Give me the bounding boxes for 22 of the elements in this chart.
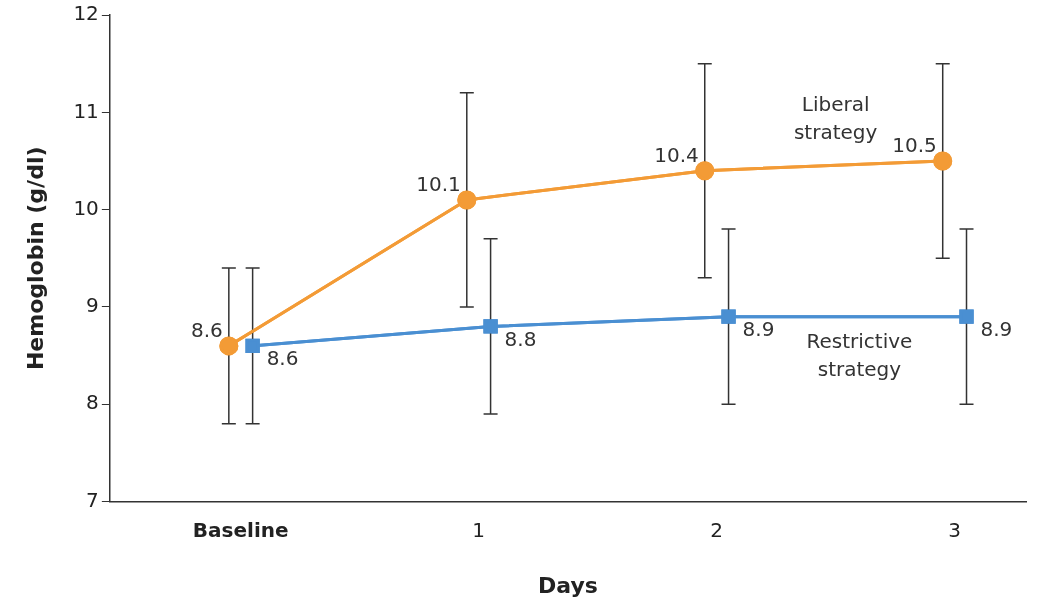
data-label: 10.5 <box>892 133 937 158</box>
y-tick-label: 12 <box>73 1 99 26</box>
x-tick-label: Baseline <box>192 517 289 542</box>
data-label: 10.4 <box>654 142 699 167</box>
data-label: 8.6 <box>266 346 299 371</box>
data-label: 8.9 <box>980 316 1013 341</box>
series-label: Liberal strategy <box>793 92 878 145</box>
x-tick-label: 3 <box>948 517 961 542</box>
data-label: 8.6 <box>191 318 223 343</box>
y-tick-label: 11 <box>73 98 99 123</box>
series-label: Restrictive strategy <box>806 328 913 381</box>
y-tick-label: 8 <box>86 390 99 415</box>
x-axis-title: Days <box>537 572 598 598</box>
x-tick-label: 2 <box>710 517 724 542</box>
y-axis-title: Hemoglobin (g/dl) <box>22 146 48 371</box>
y-tick-label: 10 <box>73 195 99 220</box>
data-label: 8.8 <box>504 326 537 351</box>
y-tick-label: 9 <box>86 293 99 318</box>
data-label: 10.1 <box>416 172 461 197</box>
x-tick-label: 1 <box>472 517 486 542</box>
data-label: 8.9 <box>742 316 775 341</box>
y-tick-label: 7 <box>86 487 99 512</box>
